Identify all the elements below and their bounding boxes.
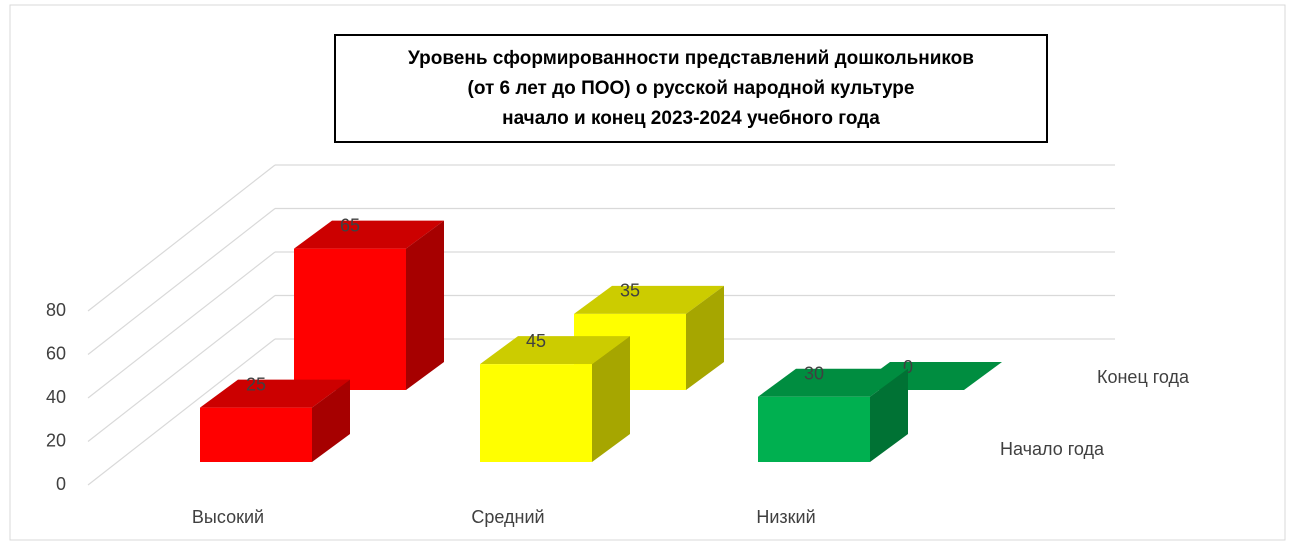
grid-line — [87, 208, 276, 355]
data-label: 0 — [903, 357, 913, 377]
y-tick-label: 20 — [46, 430, 66, 450]
y-tick-label: 0 — [56, 474, 66, 494]
bar — [758, 396, 870, 462]
bar — [480, 364, 592, 462]
data-label: 30 — [804, 364, 824, 384]
grid-line — [87, 295, 276, 442]
x-tick-label: Средний — [471, 507, 544, 527]
series-label: Начало года — [1000, 439, 1105, 459]
y-tick-label: 60 — [46, 343, 66, 363]
bar-top — [294, 220, 444, 249]
data-label: 25 — [246, 374, 266, 394]
series-label: Конец года — [1097, 367, 1190, 387]
x-tick-label: Высокий — [192, 507, 264, 527]
bar-side — [312, 379, 350, 462]
bar — [200, 407, 312, 462]
grid-line — [87, 164, 276, 312]
bar — [294, 248, 406, 390]
chart-title: начало и конец 2023-2024 учебного года — [502, 108, 880, 129]
data-label: 35 — [620, 281, 640, 301]
bar-top — [200, 379, 350, 408]
title-box — [334, 34, 1048, 143]
grid-line — [87, 251, 276, 399]
bar-side — [686, 285, 724, 390]
data-label: 45 — [526, 331, 546, 351]
bar-side — [406, 220, 444, 390]
chart-title: Уровень сформированности представлений д… — [408, 48, 974, 69]
y-tick-label: 40 — [46, 387, 66, 407]
chart-title: (от 6 лет до ПОО) о русской народной кул… — [468, 78, 915, 99]
bar-top — [758, 368, 908, 397]
bar-side — [870, 368, 908, 462]
y-tick-label: 80 — [46, 300, 66, 320]
data-label: 65 — [340, 215, 360, 235]
bar-top — [574, 285, 724, 314]
bar-top — [480, 336, 630, 365]
bar-side — [592, 336, 630, 462]
x-tick-label: Низкий — [756, 507, 815, 527]
grid-line — [87, 338, 276, 486]
